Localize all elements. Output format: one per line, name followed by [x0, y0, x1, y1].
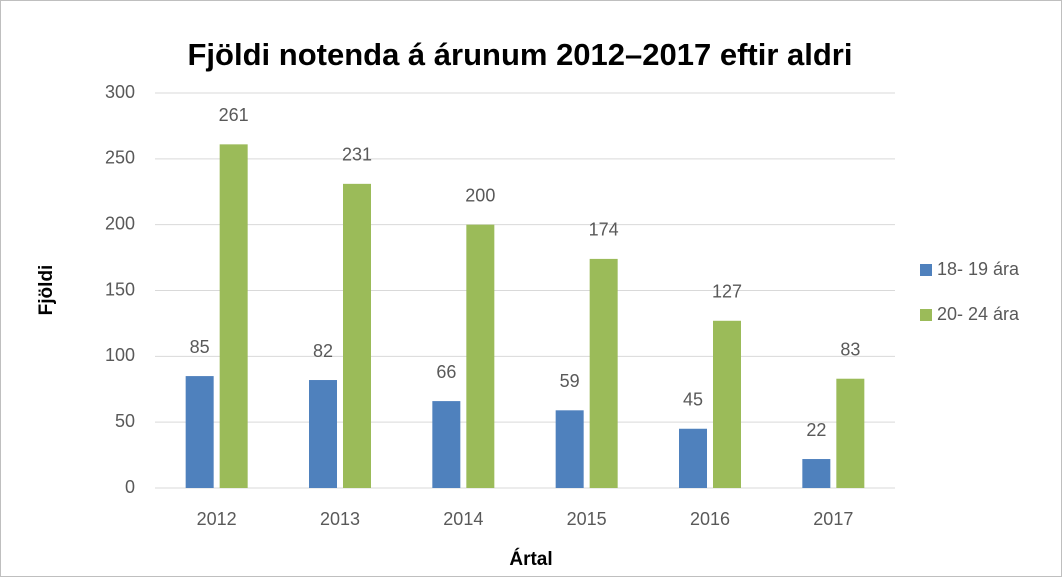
y-tick-label: 200	[105, 213, 135, 233]
x-tick-label: 2014	[443, 509, 483, 529]
bar	[466, 224, 495, 488]
data-label: 22	[806, 420, 826, 440]
bar	[679, 428, 707, 488]
legend-swatch	[920, 264, 932, 276]
data-label: 59	[560, 371, 580, 391]
y-tick-label: 100	[105, 345, 135, 365]
data-label: 85	[190, 337, 210, 357]
x-tick-label: 2012	[197, 509, 237, 529]
bar	[219, 144, 248, 488]
data-label: 261	[219, 105, 249, 125]
legend-label: 20- 24 ára	[937, 304, 1020, 324]
bar	[836, 378, 865, 488]
x-tick-label: 2015	[567, 509, 607, 529]
data-label: 82	[313, 341, 333, 361]
x-tick-label: 2017	[813, 509, 853, 529]
x-tick-label: 2013	[320, 509, 360, 529]
legend-swatch	[920, 309, 932, 321]
data-label: 200	[465, 185, 495, 205]
data-label: 66	[436, 362, 456, 382]
y-tick-label: 0	[125, 477, 135, 497]
data-label: 45	[683, 390, 703, 410]
y-tick-label: 150	[105, 279, 135, 299]
bar	[432, 401, 461, 488]
x-tick-label: 2016	[690, 509, 730, 529]
legend-label: 18- 19 ára	[937, 259, 1020, 279]
y-tick-label: 250	[105, 148, 135, 168]
bar	[555, 410, 584, 488]
x-axis-title: Ártal	[509, 548, 552, 570]
bar	[802, 459, 831, 488]
y-axis-title: Fjöldi	[36, 265, 57, 316]
chart-title: Fjöldi notenda á árunum 2012–2017 eftir …	[188, 37, 853, 72]
bar	[589, 258, 618, 488]
y-tick-label: 50	[115, 411, 135, 431]
bar	[343, 183, 371, 488]
bar	[713, 320, 741, 488]
bar	[185, 376, 214, 488]
data-label: 231	[342, 145, 372, 165]
data-label: 83	[840, 339, 860, 359]
bar	[309, 380, 337, 488]
y-tick-label: 300	[105, 82, 135, 102]
data-label: 174	[589, 220, 619, 240]
data-label: 127	[712, 282, 742, 302]
